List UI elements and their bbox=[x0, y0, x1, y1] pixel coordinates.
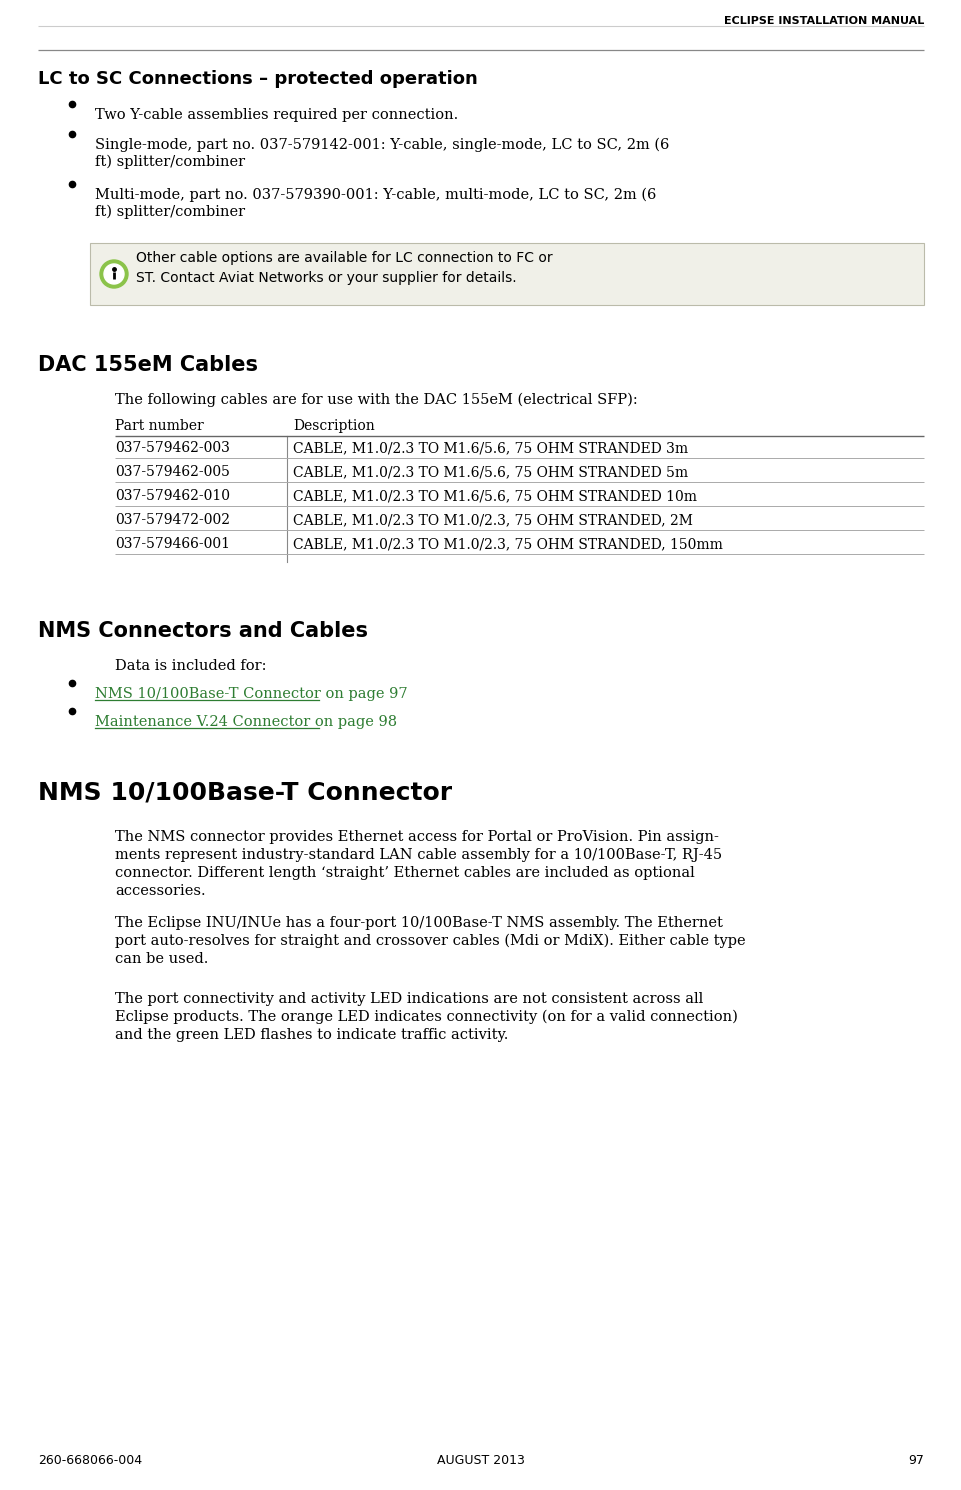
Text: Description: Description bbox=[293, 419, 375, 434]
Text: connector. Different length ‘straight’ Ethernet cables are included as optional: connector. Different length ‘straight’ E… bbox=[115, 866, 694, 881]
Text: Single-mode, part no. 037-579142-001: Y-cable, single-mode, LC to SC, 2m (6: Single-mode, part no. 037-579142-001: Y-… bbox=[95, 139, 669, 152]
Text: ft) splitter/combiner: ft) splitter/combiner bbox=[95, 206, 245, 219]
Text: CABLE, M1.0/2.3 TO M1.6/5.6, 75 OHM STRANDED 10m: CABLE, M1.0/2.3 TO M1.6/5.6, 75 OHM STRA… bbox=[293, 489, 697, 504]
Text: NMS Connectors and Cables: NMS Connectors and Cables bbox=[38, 621, 368, 641]
FancyBboxPatch shape bbox=[90, 243, 923, 305]
Text: The port connectivity and activity LED indications are not consistent across all: The port connectivity and activity LED i… bbox=[115, 992, 702, 1006]
Text: The following cables are for use with the DAC 155eM (electrical SFP):: The following cables are for use with th… bbox=[115, 393, 637, 407]
Text: CABLE, M1.0/2.3 TO M1.0/2.3, 75 OHM STRANDED, 2M: CABLE, M1.0/2.3 TO M1.0/2.3, 75 OHM STRA… bbox=[293, 513, 692, 527]
Text: NMS 10/100Base-T Connector: NMS 10/100Base-T Connector bbox=[38, 779, 452, 805]
Text: ft) splitter/combiner: ft) splitter/combiner bbox=[95, 155, 245, 170]
Text: Data is included for:: Data is included for: bbox=[115, 659, 266, 673]
Text: AUGUST 2013: AUGUST 2013 bbox=[436, 1454, 525, 1468]
Text: Multi-mode, part no. 037-579390-001: Y-cable, multi-mode, LC to SC, 2m (6: Multi-mode, part no. 037-579390-001: Y-c… bbox=[95, 188, 655, 203]
Text: CABLE, M1.0/2.3 TO M1.6/5.6, 75 OHM STRANDED 5m: CABLE, M1.0/2.3 TO M1.6/5.6, 75 OHM STRA… bbox=[293, 465, 687, 478]
Text: CABLE, M1.0/2.3 TO M1.0/2.3, 75 OHM STRANDED, 150mm: CABLE, M1.0/2.3 TO M1.0/2.3, 75 OHM STRA… bbox=[293, 536, 722, 551]
Text: 037-579462-003: 037-579462-003 bbox=[115, 441, 230, 454]
Text: and the green LED flashes to indicate traffic activity.: and the green LED flashes to indicate tr… bbox=[115, 1028, 507, 1042]
Text: 037-579472-002: 037-579472-002 bbox=[115, 513, 230, 527]
Text: 97: 97 bbox=[907, 1454, 923, 1468]
Text: port auto-resolves for straight and crossover cables (Mdi or MdiX). Either cable: port auto-resolves for straight and cros… bbox=[115, 934, 745, 949]
Text: 037-579462-010: 037-579462-010 bbox=[115, 489, 230, 504]
Text: CABLE, M1.0/2.3 TO M1.6/5.6, 75 OHM STRANDED 3m: CABLE, M1.0/2.3 TO M1.6/5.6, 75 OHM STRA… bbox=[293, 441, 687, 454]
Text: LC to SC Connections – protected operation: LC to SC Connections – protected operati… bbox=[38, 70, 478, 88]
Text: The Eclipse INU/INUe has a four-port 10/100Base-T NMS assembly. The Ethernet: The Eclipse INU/INUe has a four-port 10/… bbox=[115, 916, 722, 930]
Text: can be used.: can be used. bbox=[115, 952, 209, 966]
Text: ECLIPSE INSTALLATION MANUAL: ECLIPSE INSTALLATION MANUAL bbox=[723, 16, 923, 25]
Text: 037-579462-005: 037-579462-005 bbox=[115, 465, 230, 478]
Text: Two Y-cable assemblies required per connection.: Two Y-cable assemblies required per conn… bbox=[95, 107, 457, 122]
Text: The NMS connector provides Ethernet access for Portal or ProVision. Pin assign-: The NMS connector provides Ethernet acce… bbox=[115, 830, 718, 843]
Text: Part number: Part number bbox=[115, 419, 204, 434]
Text: 260-668066-004: 260-668066-004 bbox=[38, 1454, 142, 1468]
Text: ST. Contact Aviat Networks or your supplier for details.: ST. Contact Aviat Networks or your suppl… bbox=[136, 271, 516, 285]
Circle shape bbox=[104, 264, 124, 285]
Text: accessories.: accessories. bbox=[115, 884, 206, 898]
Text: Eclipse products. The orange LED indicates connectivity (on for a valid connecti: Eclipse products. The orange LED indicat… bbox=[115, 1010, 737, 1025]
Text: DAC 155eM Cables: DAC 155eM Cables bbox=[38, 355, 258, 375]
Circle shape bbox=[100, 259, 128, 288]
Text: Maintenance V.24 Connector on page 98: Maintenance V.24 Connector on page 98 bbox=[95, 715, 397, 729]
Text: Other cable options are available for LC connection to FC or: Other cable options are available for LC… bbox=[136, 250, 552, 265]
Text: ments represent industry-standard LAN cable assembly for a 10/100Base-T, RJ-45: ments represent industry-standard LAN ca… bbox=[115, 848, 722, 863]
Text: 037-579466-001: 037-579466-001 bbox=[115, 536, 230, 551]
Text: NMS 10/100Base-T Connector on page 97: NMS 10/100Base-T Connector on page 97 bbox=[95, 687, 407, 700]
